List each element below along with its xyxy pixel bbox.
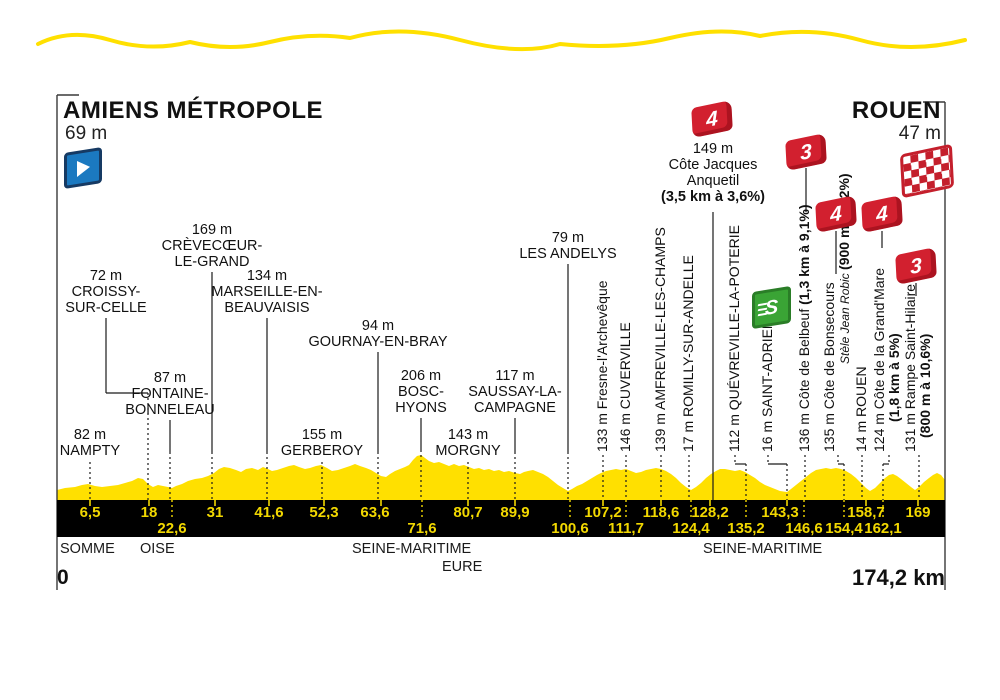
km-mark: 111,7	[608, 520, 644, 537]
waypoint-label-vertical: 131 m Rampe Saint-Hilaire (800 m à 10,6%)	[902, 283, 933, 452]
region-label: OISE	[140, 541, 175, 557]
km-mark: 162,1	[864, 520, 902, 537]
waypoint-label: 87 m FONTAINE- BONNELEAU	[125, 370, 215, 418]
km-mark: 52,3	[309, 504, 339, 521]
start-flag-icon	[64, 146, 102, 190]
km-mark: 154,4	[825, 520, 863, 537]
elevation-profile-area	[57, 455, 945, 500]
region-label: SEINE-MARITIME	[352, 541, 472, 557]
km-mark: 63,6	[360, 504, 390, 521]
km-mark: 6,5	[79, 504, 101, 521]
region-label: EURE	[442, 559, 483, 575]
region-label: SEINE-MARITIME	[703, 541, 823, 557]
region-label: SOMME	[60, 541, 115, 557]
km-mark: 71,6	[407, 520, 437, 537]
km-mark: 158,7	[847, 504, 885, 521]
finish-city-title: ROUEN	[851, 97, 941, 124]
waypoint-label-vertical: 124 m Côte de la Grand'Mare (1,8 km à 5%)	[871, 268, 902, 452]
waypoint-label-vertical: 146 m CUVERVILLE	[617, 322, 633, 452]
waypoint-label: 94 m GOURNAY-EN-BRAY	[308, 318, 448, 350]
waypoint-label: 149 m Côte Jacques Anquetil (3,5 km à 3,6%)	[661, 141, 765, 205]
waypoint-label: 134 m MARSEILLE-EN- BEAUVAISIS	[211, 268, 323, 316]
waypoint-label: 143 m MORGNY	[435, 427, 501, 459]
km-mark: 107,2	[584, 504, 622, 521]
total-distance-label: 174,2 km	[852, 565, 945, 590]
waypoint-label: 155 m GERBEROY	[280, 427, 364, 459]
waypoint-label-vertical: 17 m ROMILLY-SUR-ANDELLE	[680, 255, 696, 452]
waypoint-label-vertical: 112 m QUÉVREVILLE-LA-POTERIE	[726, 225, 742, 452]
km-mark: 18	[140, 504, 158, 521]
distance-bar	[57, 500, 945, 537]
waypoint-label-vertical: 136 m Côte de Belbeuf (1,3 km à 9,1%)	[796, 204, 812, 453]
finish-elevation: 47 m	[898, 123, 941, 144]
km-mark: 89,9	[500, 504, 530, 521]
decorative-route-squiggle	[36, 29, 967, 52]
waypoint-label: 72 m CROISSY- SUR-CELLE	[65, 268, 147, 316]
waypoint-label: 169 m CRÈVECŒUR- LE-GRAND	[161, 222, 263, 270]
km-zero-label: 0	[57, 566, 69, 589]
waypoint-label-vertical: 16 m SAINT-ADRIEN	[759, 318, 775, 452]
waypoint-label: 206 m BOSC- HYONS	[395, 368, 447, 416]
km-mark: 100,6	[551, 520, 589, 537]
waypoint-label-vertical: 133 m Fresne-l'Archevêque	[594, 280, 610, 452]
km-mark: 169	[905, 504, 931, 521]
start-elevation: 69 m	[65, 123, 108, 144]
km-mark: 135,2	[727, 520, 765, 537]
km-mark: 146,6	[785, 520, 823, 537]
km-mark: 124,4	[672, 520, 710, 537]
waypoint-label-vertical: 14 m ROUEN	[853, 366, 869, 452]
km-mark: 128,2	[691, 504, 729, 521]
waypoint-label-vertical: 139 m AMFREVILLE-LES-CHAMPS	[652, 227, 668, 452]
start-city-title: AMIENS MÉTROPOLE	[63, 97, 324, 124]
km-mark: 22,6	[157, 520, 187, 537]
waypoint-label: 79 m LES ANDELYS	[519, 230, 617, 262]
km-mark: 80,7	[453, 504, 483, 521]
waypoint-label: 117 m SAUSSAY-LA- CAMPAGNE	[468, 368, 562, 416]
km-mark: 143,3	[761, 504, 799, 521]
km-mark: 118,6	[642, 504, 680, 521]
km-mark: 31	[206, 504, 224, 521]
sprint-flag-icon: S	[752, 285, 791, 330]
km-mark: 41,6	[254, 504, 284, 521]
waypoint-label: 82 m NAMPTY	[59, 427, 121, 459]
